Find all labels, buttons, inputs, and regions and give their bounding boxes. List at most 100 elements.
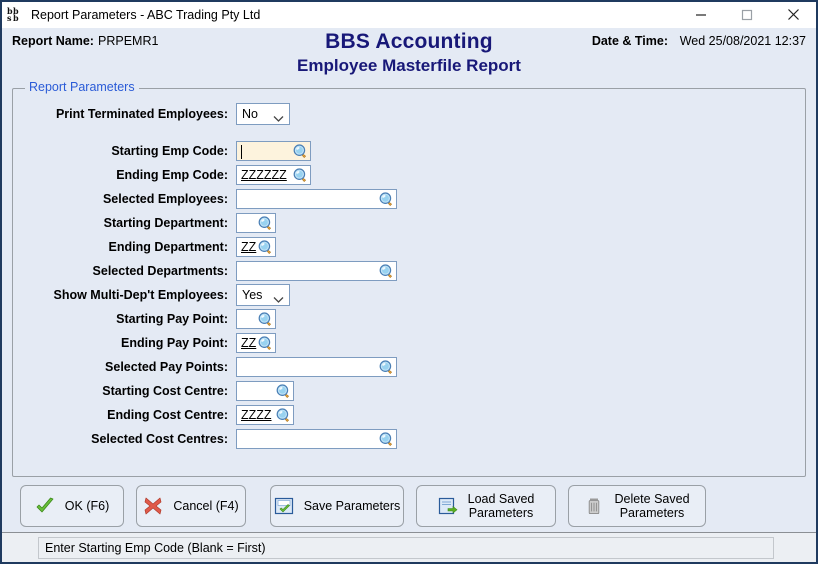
parameter-row: Selected Cost Centres: (13, 427, 805, 451)
parameter-row: Ending Emp Code: ZZZZZZ (13, 163, 805, 187)
parameter-input[interactable] (236, 357, 397, 377)
bbs-monogram-icon: b b s b (7, 6, 25, 24)
parameter-input[interactable] (236, 429, 397, 449)
save-disk-icon (274, 496, 294, 516)
load-import-icon (438, 496, 458, 516)
parameter-label: Ending Cost Centre: (107, 408, 228, 422)
status-message: Enter Starting Emp Code (Blank = First) (38, 536, 774, 559)
report-title: Employee Masterfile Report (297, 56, 521, 75)
parameter-row: Ending Pay Point: ZZ (13, 331, 805, 355)
close-icon[interactable] (770, 2, 816, 27)
title-bar[interactable]: b b s b Report Parameters - ABC Trading … (2, 2, 816, 28)
lookup-search-icon[interactable] (293, 168, 308, 183)
parameter-label: Starting Department: (103, 216, 228, 230)
lookup-search-icon[interactable] (258, 312, 273, 327)
parameter-input[interactable] (236, 309, 276, 329)
parameter-input[interactable] (236, 213, 276, 233)
parameter-label: Starting Cost Centre: (102, 384, 228, 398)
parameter-dropdown[interactable]: Yes (236, 284, 290, 306)
parameter-row: Selected Departments: (13, 259, 805, 283)
maximize-icon[interactable] (724, 2, 770, 27)
load-saved-parameters-button[interactable]: Load Saved Parameters (416, 485, 556, 527)
parameter-input[interactable] (236, 189, 397, 209)
lookup-search-icon[interactable] (379, 192, 394, 207)
datetime-label: Date & Time: (591, 34, 668, 48)
dropdown-value: No (242, 107, 258, 121)
parameter-label: Selected Departments: (92, 264, 228, 278)
window-controls (678, 2, 816, 27)
parameter-label: Starting Pay Point: (116, 312, 228, 326)
delete-line-1: Delete Saved (614, 491, 690, 506)
save-parameters-label: Save Parameters (303, 498, 401, 513)
dropdown-value: Yes (242, 288, 263, 302)
parameter-input[interactable]: ZZ (236, 333, 276, 353)
lookup-search-icon[interactable] (379, 432, 394, 447)
parameter-label: Ending Emp Code: (116, 168, 228, 182)
parameter-label: Starting Emp Code: (111, 144, 228, 158)
parameter-input-value: ZZZZZZ (241, 168, 287, 182)
report-parameters-groupbox: Report Parameters Print Terminated Emplo… (12, 80, 806, 477)
parameter-row: Ending Cost Centre: ZZZZ (13, 403, 805, 427)
parameter-label: Ending Pay Point: (121, 336, 228, 350)
parameter-row: Starting Department: (13, 211, 805, 235)
svg-text:s: s (7, 13, 12, 23)
parameter-label: Selected Cost Centres: (91, 432, 228, 446)
lookup-search-icon[interactable] (258, 240, 273, 255)
parameter-input[interactable] (236, 381, 294, 401)
lookup-search-icon[interactable] (379, 360, 394, 375)
lookup-search-icon[interactable] (258, 216, 273, 231)
parameter-input-value: ZZ (241, 240, 257, 254)
svg-text:b: b (13, 6, 19, 16)
parameter-input[interactable]: ZZZZZZ (236, 165, 311, 185)
parameter-label: Show Multi-Dep't Employees: (53, 288, 228, 302)
parameter-row: Starting Emp Code: (13, 139, 805, 163)
lookup-search-icon[interactable] (276, 384, 291, 399)
parameter-input[interactable] (236, 141, 311, 161)
report-name-value: PRPEMR1 (98, 34, 159, 48)
app-title: BBS Accounting (325, 30, 493, 53)
parameter-label: Ending Department: (108, 240, 228, 254)
parameter-input[interactable] (236, 261, 397, 281)
datetime-value: Wed 25/08/2021 12:37 (679, 34, 806, 48)
cancel-button-label: Cancel (F4) (173, 498, 239, 513)
report-name-label: Report Name: (12, 34, 94, 48)
parameter-row: Show Multi-Dep't Employees: Yes (13, 283, 805, 307)
trash-can-icon (584, 496, 604, 516)
parameter-input-value: ZZZZ (241, 408, 272, 422)
lookup-search-icon[interactable] (379, 264, 394, 279)
ok-button[interactable]: OK (F6) (20, 485, 124, 527)
delete-saved-parameters-button[interactable]: Delete Saved Parameters (568, 485, 706, 527)
lookup-search-icon[interactable] (276, 408, 291, 423)
parameter-label: Selected Employees: (102, 192, 228, 206)
window-title: Report Parameters - ABC Trading Pty Ltd (31, 7, 261, 22)
parameter-input-value: ZZ (241, 336, 257, 350)
lookup-search-icon[interactable] (258, 336, 273, 351)
report-header: Report Name: PRPEMR1 BBS Accounting Empl… (2, 28, 816, 84)
parameter-label: Selected Pay Points: (105, 360, 228, 374)
green-check-icon (35, 496, 55, 516)
delete-saved-parameters-label: Delete Saved Parameters (614, 492, 689, 521)
parameter-rows: Print Terminated Employees: No Starting Em… (13, 89, 805, 451)
button-bar: OK (F6) Cancel (F4) Save Parameters (2, 477, 816, 527)
parameter-label: Print Terminated Employees: (55, 107, 228, 121)
status-right-pane (778, 536, 812, 559)
parameter-row: Ending Department: ZZ (13, 235, 805, 259)
parameter-row: Print Terminated Employees: No (13, 102, 805, 126)
cancel-button[interactable]: Cancel (F4) (136, 485, 246, 527)
delete-line-2: Parameters (619, 506, 685, 520)
minimize-icon[interactable] (678, 2, 724, 27)
chevron-down-icon (273, 291, 284, 309)
parameter-input[interactable]: ZZZZ (236, 405, 294, 425)
svg-text:b: b (7, 6, 13, 16)
load-line-1: Load Saved (467, 491, 535, 506)
save-parameters-button[interactable]: Save Parameters (270, 485, 404, 527)
parameter-dropdown[interactable]: No (236, 103, 290, 125)
load-line-2: Parameters (468, 506, 534, 520)
lookup-search-icon[interactable] (293, 144, 308, 159)
load-saved-parameters-label: Load Saved Parameters (468, 492, 535, 521)
parameter-input[interactable]: ZZ (236, 237, 276, 257)
chevron-down-icon (273, 110, 284, 128)
parameter-row: Selected Employees: (13, 187, 805, 211)
red-x-icon (143, 496, 163, 516)
